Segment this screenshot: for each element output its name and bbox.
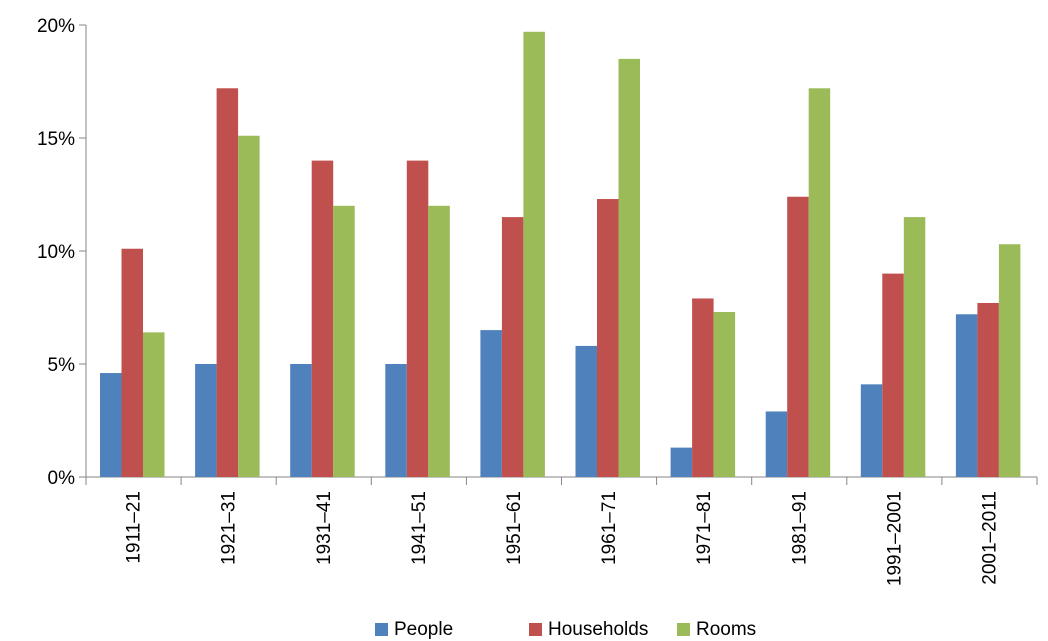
bar-households-2 (311, 160, 334, 477)
y-tick-label: 5% (48, 355, 76, 376)
x-tick-label: 1921–31 (219, 491, 240, 565)
bar-rooms-3 (428, 205, 450, 478)
legend-label-people: People (394, 619, 453, 640)
bar-people-0 (100, 373, 122, 477)
bar-rooms-5 (618, 58, 640, 478)
bar-households-9 (977, 302, 999, 477)
bar-households-8 (882, 273, 904, 477)
bar-households-3 (406, 160, 429, 477)
legend-swatch-households (529, 623, 542, 636)
bar-people-1 (195, 364, 217, 477)
bar-rooms-2 (333, 205, 355, 478)
bar-people-4 (480, 330, 502, 477)
bar-rooms-0 (143, 332, 165, 477)
bar-households-6 (692, 298, 714, 477)
x-axis: 1911–21 1921–31 1931–41 1941–51 1951–61 1961–… (85, 476, 1038, 586)
bar-households-0 (121, 248, 143, 477)
bar-households-4 (501, 217, 524, 477)
bar-people-6 (670, 447, 693, 477)
x-tick-label: 1981–91 (789, 491, 810, 565)
x-tick-label: 1941–51 (409, 491, 430, 565)
x-tick-label: 1961–71 (599, 491, 620, 565)
y-tick-label: 10% (37, 242, 75, 263)
bar-rooms-6 (713, 312, 736, 477)
bar-rooms-8 (903, 217, 926, 477)
bar-people-8 (860, 384, 883, 477)
legend-swatch-rooms (677, 623, 690, 636)
bar-people-5 (575, 345, 597, 477)
x-tick-label: 1911–21 (124, 491, 145, 564)
y-axis: 0% 5% 10% 15% 20% (37, 16, 87, 489)
bar-people-3 (385, 364, 407, 477)
x-tick-label: 1931–41 (314, 491, 335, 565)
bar-rooms-4 (523, 31, 545, 478)
legend-label-households: Households (548, 619, 648, 640)
y-tick-label: 0% (48, 468, 76, 489)
y-tick-label: 15% (37, 129, 75, 150)
bar-rooms-7 (808, 88, 831, 477)
y-tick-label: 20% (37, 16, 75, 37)
bar-rooms-9 (998, 244, 1021, 477)
bar-people-7 (765, 411, 788, 477)
x-tick-label: 1971–81 (694, 491, 715, 565)
x-tick-label: 1991–2001 (884, 491, 905, 586)
x-tick-label: 1951–61 (504, 491, 525, 565)
bar-households-1 (216, 88, 239, 477)
legend-swatch-people (375, 623, 388, 636)
x-tick-label: 2001–2011 (979, 491, 1000, 585)
bar-people-9 (955, 314, 978, 477)
bars (100, 31, 1021, 478)
bar-people-2 (290, 364, 312, 477)
legend-label-rooms: Rooms (696, 619, 756, 640)
legend: People Households Rooms (375, 619, 756, 640)
bar-rooms-1 (238, 135, 260, 478)
bar-households-5 (597, 199, 619, 477)
bar-households-7 (787, 196, 809, 477)
